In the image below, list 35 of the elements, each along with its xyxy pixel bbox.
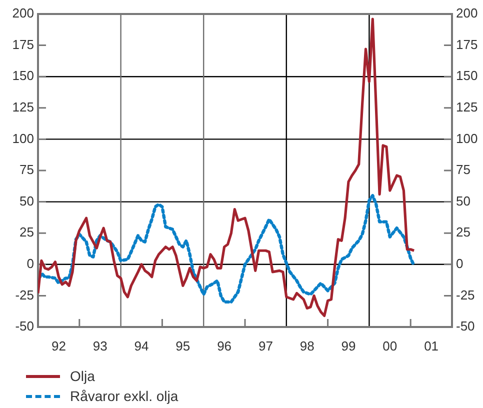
y-tick-label: 100 (12, 130, 34, 146)
x-tick-label: 95 (176, 338, 190, 354)
y-tick-label: -50 (15, 318, 34, 334)
y-tick-label: 25 (20, 224, 34, 240)
y-tick-label: -25 (15, 287, 34, 302)
x-tick-label: 96 (217, 338, 232, 354)
y2-tick-label: 50 (456, 193, 470, 208)
y2-tick-label: 125 (456, 99, 478, 114)
y2-tick-label: 150 (456, 68, 478, 84)
x-tick-label: 93 (92, 338, 108, 354)
y2-tick-label: 0 (456, 256, 464, 271)
x-tick-label: 99 (341, 338, 356, 354)
x-tick-label: 94 (134, 338, 149, 354)
y-tick-label: 0 (26, 256, 34, 271)
x-tick-label: 01 (424, 338, 439, 354)
y-tick-label: 125 (12, 99, 34, 114)
line-series (38, 194, 416, 304)
legend-label: Olja (70, 368, 95, 384)
x-tick-label: 97 (258, 338, 273, 354)
x-tick-label: 98 (300, 338, 314, 354)
y-tick-label: 75 (20, 162, 34, 178)
x-tick-label: 00 (382, 338, 398, 354)
y-tick-label: 175 (12, 36, 34, 52)
y2-tick-label: 175 (456, 36, 478, 52)
y2-tick-label: 200 (456, 6, 478, 21)
y2-tick-label: 100 (456, 130, 478, 146)
y-tick-label: 200 (12, 6, 34, 21)
y2-tick-label: -50 (456, 318, 475, 334)
y2-tick-label: 75 (456, 162, 470, 178)
y-tick-label: 150 (12, 68, 34, 84)
x-tick-label: 92 (51, 338, 66, 354)
legend-label: Råvaror exkl. olja (70, 388, 178, 404)
y2-tick-label: 25 (456, 224, 470, 240)
y-tick-label: 50 (20, 193, 34, 208)
y2-tick-label: -25 (456, 287, 475, 302)
